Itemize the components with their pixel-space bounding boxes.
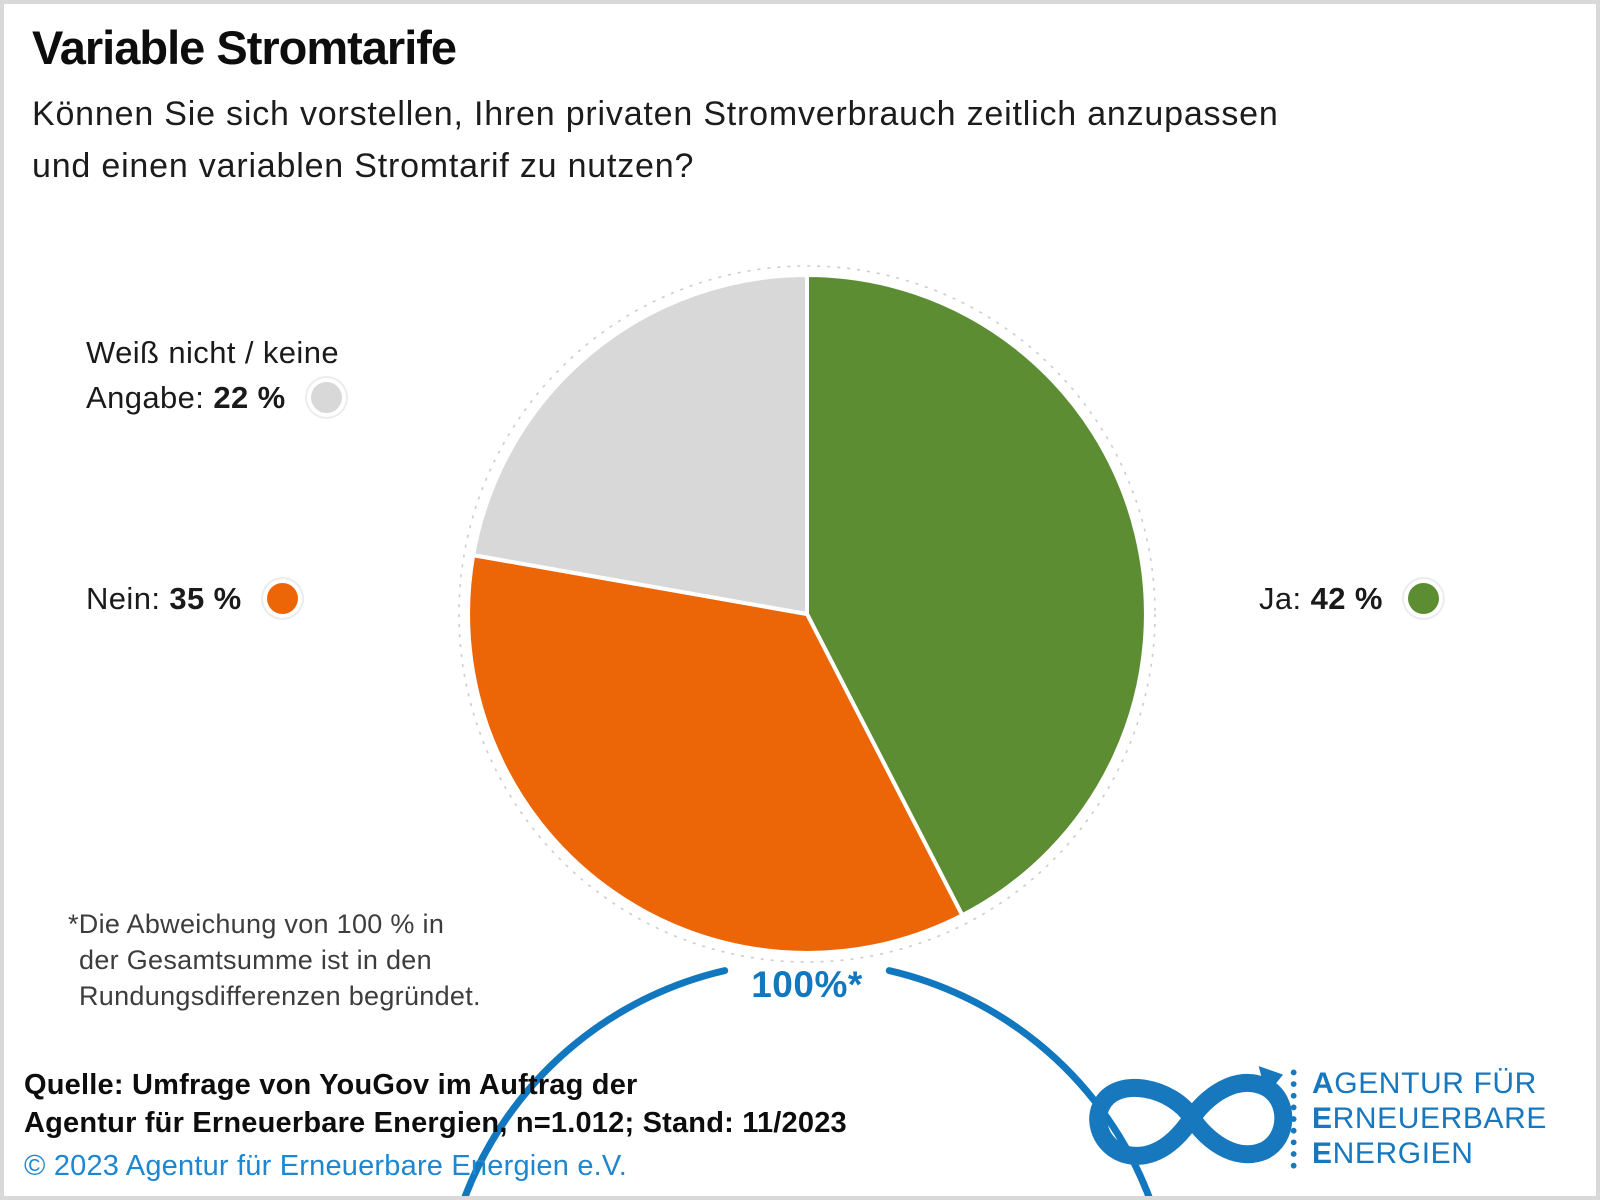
logo-line1: AGENTUR FÜR <box>1312 1066 1537 1100</box>
logo-wordmark: AGENTUR FÜR ERNEUERBARE ENERGIEN <box>1312 1066 1547 1171</box>
legend-nein-prefix: Nein: <box>86 581 161 616</box>
footnote-line2: der Gesamtsumme ist in den <box>79 945 432 975</box>
source-line2: Agentur für Erneuerbare Energien, n=1.01… <box>24 1107 847 1139</box>
infinity-arrow-icon <box>1089 1066 1297 1171</box>
pie-outer-ring <box>461 967 1153 1196</box>
legend-ja-color-dot <box>1407 583 1439 614</box>
page-title: Variable Stromtarife <box>32 21 457 74</box>
pie-slice-weiss-nicht-keine-angabe <box>471 273 809 616</box>
pie-chart <box>458 265 1156 1196</box>
legend-item-weiss-nicht: Weiß nicht / keine Angabe: 22 % <box>86 330 342 420</box>
pie-dotted-guide-ring <box>458 265 1156 963</box>
footnote-line3: Rundungsdifferenzen begründet. <box>79 981 481 1011</box>
legend-weiss-line1: Weiß nicht / keine <box>86 335 340 370</box>
legend-nein-value: 35 % <box>169 581 242 616</box>
survey-question-line1: Können Sie sich vorstellen, Ihren privat… <box>32 95 1279 133</box>
copyright-notice: © 2023 Agentur für Erneuerbare Energien … <box>24 1150 628 1182</box>
aee-logo: AGENTUR FÜR ERNEUERBARE ENERGIEN <box>1086 1062 1566 1174</box>
source-line1: Quelle: Umfrage von YouGov im Auftrag de… <box>24 1069 638 1101</box>
legend-ja-prefix: Ja: <box>1259 581 1302 616</box>
pie-slice-ja <box>805 273 1148 918</box>
survey-question-line2: und einen variablen Stromtarif zu nutzen… <box>32 147 695 185</box>
legend-ja-value: 42 % <box>1310 581 1383 616</box>
legend-weiss-prefix: Angabe: <box>86 380 205 415</box>
footnote-line1: *Die Abweichung von 100 % in <box>68 909 445 939</box>
legend-weiss-value: 22 % <box>213 380 286 415</box>
logo-line3: ENERGIEN <box>1312 1136 1474 1170</box>
rounding-footnote: *Die Abweichung von 100 % in der Gesamts… <box>68 906 481 1014</box>
survey-question: Können Sie sich vorstellen, Ihren privat… <box>32 88 1279 192</box>
legend-item-ja: Ja: 42 % <box>1259 576 1439 621</box>
pie-slices <box>466 273 1148 955</box>
source-attribution: Quelle: Umfrage von YouGov im Auftrag de… <box>24 1066 847 1142</box>
pie-total-label: 100%* <box>751 964 863 1005</box>
legend-weiss-color-dot <box>310 382 342 413</box>
legend-weiss-line2: Angabe: 22 % <box>86 375 342 420</box>
logo-line2: ERNEUERBARE <box>1312 1101 1547 1135</box>
legend-item-nein: Nein: 35 % <box>86 576 298 621</box>
pie-slice-nein <box>466 553 965 955</box>
legend-nein-color-dot <box>266 583 298 614</box>
